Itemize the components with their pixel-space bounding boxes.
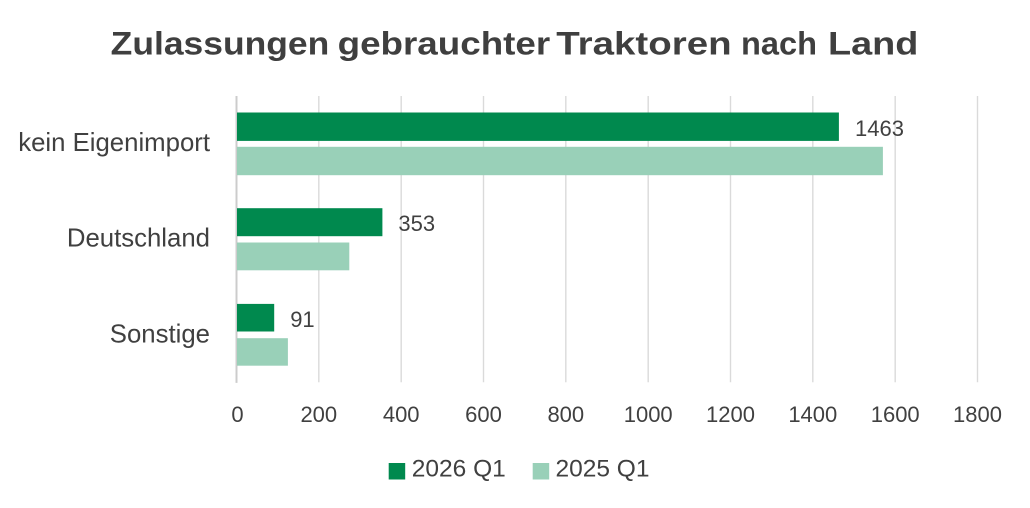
svg-text:Land: Land: [828, 26, 918, 62]
svg-text:800: 800: [547, 402, 584, 427]
svg-text:Zulassungen: Zulassungen: [111, 26, 330, 62]
svg-text:kein Eigenimport: kein Eigenimport: [18, 129, 210, 157]
svg-text:91: 91: [290, 307, 314, 332]
svg-text:Traktoren: Traktoren: [556, 26, 731, 62]
svg-text:200: 200: [300, 402, 337, 427]
svg-text:1000: 1000: [624, 402, 673, 427]
svg-text:1400: 1400: [788, 402, 837, 427]
svg-text:1463: 1463: [855, 116, 904, 141]
svg-text:1800: 1800: [953, 402, 1002, 427]
svg-text:Sonstige: Sonstige: [110, 320, 210, 348]
svg-text:gebrauchter: gebrauchter: [338, 26, 551, 62]
svg-text:2026 Q1: 2026 Q1: [412, 455, 506, 482]
svg-text:1200: 1200: [706, 402, 755, 427]
svg-text:nach: nach: [741, 26, 817, 62]
svg-text:2025 Q1: 2025 Q1: [556, 455, 650, 482]
svg-text:Deutschland: Deutschland: [67, 225, 210, 253]
svg-text:600: 600: [465, 402, 502, 427]
svg-text:353: 353: [398, 211, 435, 236]
svg-text:1600: 1600: [871, 402, 920, 427]
svg-text:400: 400: [383, 402, 420, 427]
svg-text:0: 0: [231, 402, 243, 427]
